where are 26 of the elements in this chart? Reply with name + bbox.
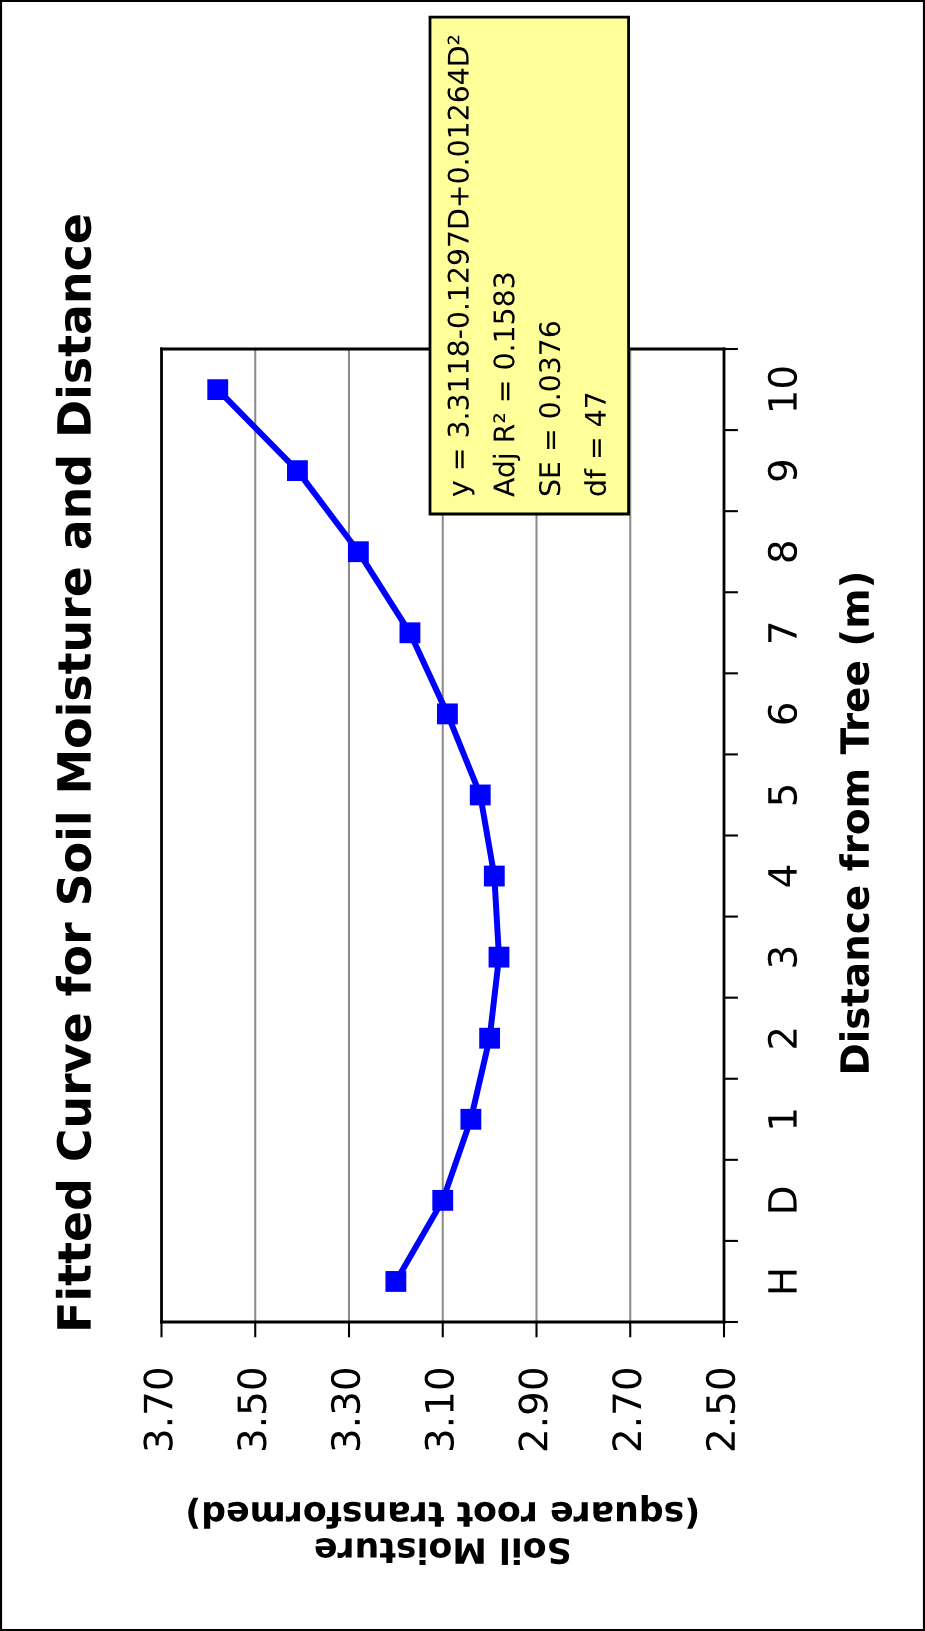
y-axis-title: Distance from Tree (m) bbox=[839, 573, 874, 1072]
x-axis-title: Soil Moisture (square root transformed) bbox=[188, 1495, 698, 1565]
x-tick-label: 2.50 bbox=[705, 1369, 736, 1451]
y-tick-label: 6 bbox=[767, 703, 798, 724]
y-tick-label: 5 bbox=[768, 785, 798, 805]
annotation: SE = 0.0376 bbox=[538, 322, 561, 496]
text: Fitted Curve for Soil Moisture and Distance bbox=[55, 215, 92, 1329]
annotation: df = 47 bbox=[584, 393, 607, 496]
annotation: y = 3.3118-0.1297D+0.01264D² bbox=[447, 35, 475, 497]
x-tick-label: 3.70 bbox=[143, 1369, 173, 1451]
y-tick-label: H bbox=[768, 1270, 797, 1293]
x-tick-label: 2.70 bbox=[612, 1369, 642, 1451]
y-tick-label: 8 bbox=[767, 542, 798, 562]
y-tick-label: 9 bbox=[767, 460, 798, 481]
x-tick-label: 3.10 bbox=[424, 1369, 455, 1451]
y-tick-label: 4 bbox=[768, 865, 797, 887]
annotation: Adj R² = 0.1583 bbox=[492, 273, 521, 497]
y-tick-label: 1 bbox=[768, 1110, 797, 1128]
y-tick-label: 7 bbox=[768, 623, 797, 642]
x-tick-label: 2.90 bbox=[518, 1369, 548, 1451]
y-tick-label: D bbox=[768, 1187, 797, 1212]
x-tick-label: 3.30 bbox=[330, 1369, 361, 1451]
y-tick-label: 3 bbox=[767, 947, 798, 967]
y-tick-label: 10 bbox=[767, 367, 798, 411]
x-tick-label: 3.50 bbox=[237, 1369, 267, 1451]
y-tick-label: 2 bbox=[767, 1029, 797, 1048]
